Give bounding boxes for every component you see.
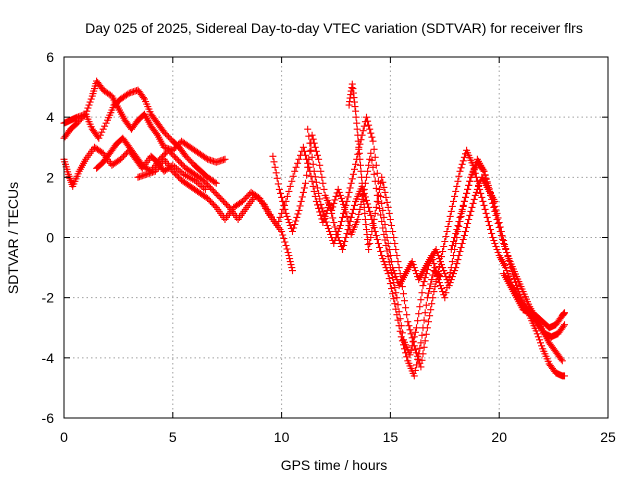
series-track-2 [60,86,220,187]
axis-ticks [63,56,609,419]
x-tick-label: 5 [169,429,177,445]
y-tick-label: 6 [46,49,54,65]
y-tick-label: -4 [42,350,55,366]
y-axis-label: SDTVAR / TECUs [5,182,21,294]
y-tick-label: -2 [42,290,55,306]
x-tick-label: 15 [383,429,399,445]
y-tick-label: 0 [46,230,54,246]
y-tick-label: -6 [42,410,55,426]
x-tick-label: 20 [491,429,507,445]
x-tick-label: 25 [600,429,616,445]
chart-title: Day 025 of 2025, Sidereal Day-to-day VTE… [85,20,583,36]
x-tick-labels: 0 5 10 15 20 25 [60,429,616,445]
y-tick-labels: -6 -4 -2 0 2 4 6 [42,49,55,426]
x-tick-label: 0 [60,429,68,445]
series-track-7 [304,113,566,365]
marker-trace [304,113,566,365]
series-track-5 [134,143,444,380]
marker-trace [500,270,568,332]
marker-trace [60,86,220,187]
data-points [60,77,568,380]
y-tick-label: 4 [46,109,54,125]
marker-trace [134,143,444,380]
x-tick-label: 10 [274,429,290,445]
y-tick-label: 2 [46,169,54,185]
series-track-6 [269,131,499,359]
series-track-10 [500,270,568,332]
x-axis-label: GPS time / hours [281,457,388,473]
marker-trace [269,131,499,359]
